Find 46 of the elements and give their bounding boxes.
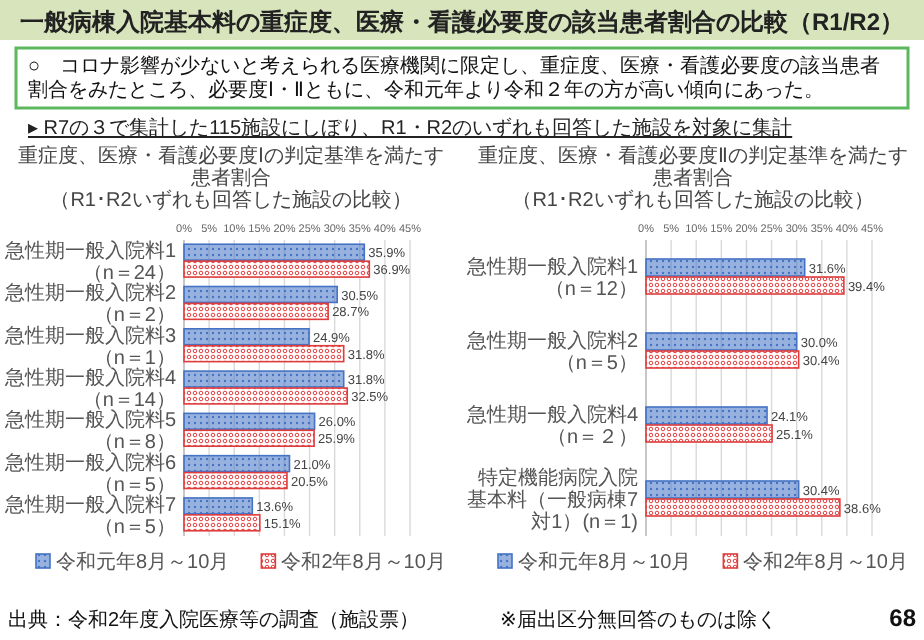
legend-label: 令和2年8月～10月 <box>743 550 908 574</box>
text: 一般病棟入院基本料の重症度、医療・看護必要度の該当患者割合の比較（R1/R2） <box>19 8 905 36</box>
chart-title: 重症度、医療・看護必要度Ⅰの判定基準を満たす患者割合 <box>18 144 444 190</box>
source-note: 出典：令和2年度入院医療等の調査（施設票） <box>8 608 420 632</box>
y-tick-label: 急性期一般入院料1（n＝12） <box>464 255 639 301</box>
text: 68 <box>889 604 917 632</box>
legend-label: 令和元年8月～10月 <box>518 550 692 574</box>
bar <box>183 243 366 261</box>
bar <box>183 471 288 490</box>
bar <box>183 285 338 304</box>
bar <box>645 332 798 351</box>
bar <box>183 260 371 278</box>
bar <box>645 258 806 277</box>
chart-subtitle: （R1･R2いずれも回答した施設の比較） <box>50 188 412 212</box>
bar <box>183 497 254 515</box>
text: ▸ R7の３で集計した115施設にしぼり、R1・R2のいずれも回答した施設を対象に集計 <box>28 116 793 140</box>
y-tick-label: 急性期一般入院料6（n＝5） <box>2 450 177 497</box>
bar <box>645 276 845 295</box>
bar <box>183 429 315 447</box>
bar <box>183 344 345 363</box>
y-tick-label: 特定機能病院入院基本料（一般病棟7対1）(n＝1) <box>466 466 639 534</box>
bar <box>645 350 800 369</box>
bar <box>645 480 800 499</box>
chart-title: 重症度、医療・看護必要度Ⅱの判定基準を満たす患者割合 <box>478 144 908 190</box>
text: ※届出区分無回答のものは除く <box>500 608 777 632</box>
y-tick-label: 急性期一般入院料4（n＝14） <box>2 366 177 412</box>
bar <box>183 412 316 431</box>
bar <box>645 498 841 517</box>
bar <box>183 302 329 321</box>
y-tick-label: 急性期一般入院料5（n＝8） <box>2 408 177 455</box>
bar <box>183 328 310 346</box>
chart-subtitle: （R1･R2いずれも回答した施設の比較） <box>512 188 874 212</box>
bar <box>645 406 768 425</box>
bar <box>645 424 773 443</box>
y-tick-label: 急性期一般入院料2（n＝5） <box>464 329 639 375</box>
bar <box>183 514 261 532</box>
y-tick-label: 急性期一般入院料4（n＝２） <box>464 403 639 449</box>
y-tick-label: 急性期一般入院料3（n＝1） <box>2 323 177 370</box>
bar <box>183 454 291 473</box>
text: ○ コロナ影響が少ないと考えられる医療機関に限定し、重症度、医療・看護必要度の該当患者割合をみたところ、必要度Ⅰ・Ⅱともに、令和元年より令和２年の方が高い傾向にあった。 <box>28 54 881 102</box>
bar <box>183 370 345 388</box>
y-tick-label: 急性期一般入院料2（n＝2） <box>2 281 177 328</box>
legend-label: 令和元年8月～10月 <box>56 550 230 574</box>
bar <box>183 387 349 405</box>
legend-label: 令和2年8月～10月 <box>281 550 446 574</box>
y-tick-label: 急性期一般入院料7（n＝5） <box>2 492 177 539</box>
